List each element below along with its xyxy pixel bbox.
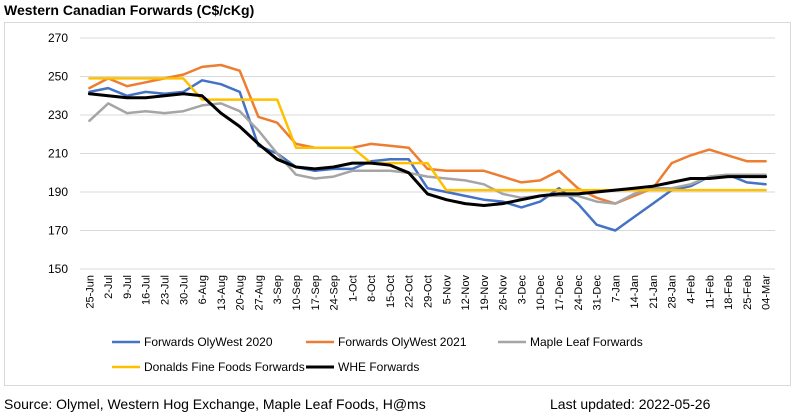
legend-label: Forwards OlyWest 2020 bbox=[144, 335, 273, 349]
y-tick-label: 230 bbox=[48, 108, 68, 122]
series-line bbox=[88, 77, 767, 192]
series-line bbox=[88, 79, 767, 232]
x-tick-label: 12-Nov bbox=[460, 275, 472, 311]
x-tick-label: 15-Oct bbox=[385, 275, 397, 308]
y-tick-label: 210 bbox=[48, 147, 68, 161]
legend-label: WHE Forwards bbox=[338, 360, 419, 374]
x-tick-label: 19-Nov bbox=[479, 275, 491, 311]
source-note: Source: Olymel, Western Hog Exchange, Ma… bbox=[4, 396, 426, 412]
x-tick-label: 30-Jul bbox=[178, 275, 190, 305]
x-tick-label: 04-Mar bbox=[761, 275, 773, 310]
series-line bbox=[87, 92, 768, 207]
legend-label: Forwards OlyWest 2021 bbox=[338, 335, 467, 349]
x-tick-label: 17-Dec bbox=[554, 275, 566, 311]
legend-label: Donalds Fine Foods Forwards bbox=[144, 360, 305, 374]
x-tick-label: 9-Jul bbox=[122, 275, 134, 299]
x-tick-label: 26-Nov bbox=[498, 275, 510, 311]
x-tick-label: 2-Jul bbox=[103, 275, 115, 299]
chart-frame bbox=[4, 22, 791, 386]
x-tick-label: 24-Sep bbox=[329, 275, 341, 310]
last-updated-note: Last updated: 2022-05-26 bbox=[550, 396, 711, 412]
x-tick-label: 31-Dec bbox=[592, 275, 604, 311]
x-tick-label: 5-Nov bbox=[441, 275, 453, 305]
x-tick-label: 3-Dec bbox=[516, 275, 528, 305]
x-tick-label: 11-Feb bbox=[704, 275, 716, 309]
y-tick-label: 170 bbox=[48, 224, 68, 238]
chart-title: Western Canadian Forwards (C$/cKg) bbox=[4, 2, 255, 18]
x-tick-label: 6-Aug bbox=[197, 275, 209, 304]
y-tick-label: 150 bbox=[48, 262, 68, 276]
x-tick-label: 3-Sep bbox=[272, 275, 284, 304]
y-tick-label: 250 bbox=[48, 70, 68, 84]
x-tick-label: 27-Aug bbox=[253, 275, 265, 310]
x-tick-label: 25-Jun bbox=[84, 275, 96, 309]
x-tick-label: 21-Jan bbox=[648, 275, 660, 309]
series-line bbox=[88, 102, 767, 205]
legend-label: Maple Leaf Forwards bbox=[530, 335, 643, 349]
x-tick-label: 28-Jan bbox=[667, 275, 679, 309]
x-tick-label: 23-Jul bbox=[160, 275, 172, 305]
x-tick-label: 14-Jan bbox=[629, 275, 641, 309]
x-tick-label: 17-Sep bbox=[310, 275, 322, 310]
x-tick-label: 25-Feb bbox=[742, 275, 754, 310]
x-tick-label: 7-Jan bbox=[610, 275, 622, 303]
x-tick-label: 18-Feb bbox=[723, 275, 735, 310]
line-chart: 150 170 190 210 230 250 270 25-Jun 2-Jul 9-Jul 16-… bbox=[48, 31, 775, 374]
x-tick-label: 4-Feb bbox=[685, 275, 697, 304]
x-tick-label: 8-Oct bbox=[366, 275, 378, 302]
y-tick-label: 270 bbox=[48, 31, 68, 45]
x-tick-label: 24-Dec bbox=[573, 275, 585, 311]
x-tick-label: 13-Aug bbox=[216, 275, 228, 310]
x-tick-label: 16-Jul bbox=[141, 275, 153, 305]
x-tick-label: 10-Dec bbox=[535, 275, 547, 311]
x-tick-label: 29-Oct bbox=[423, 275, 435, 308]
x-tick-label: 10-Sep bbox=[291, 275, 303, 310]
x-tick-label: 1-Oct bbox=[347, 275, 359, 302]
y-tick-label: 190 bbox=[48, 185, 68, 199]
x-tick-label: 20-Aug bbox=[235, 275, 247, 310]
x-tick-label: 22-Oct bbox=[404, 275, 416, 308]
